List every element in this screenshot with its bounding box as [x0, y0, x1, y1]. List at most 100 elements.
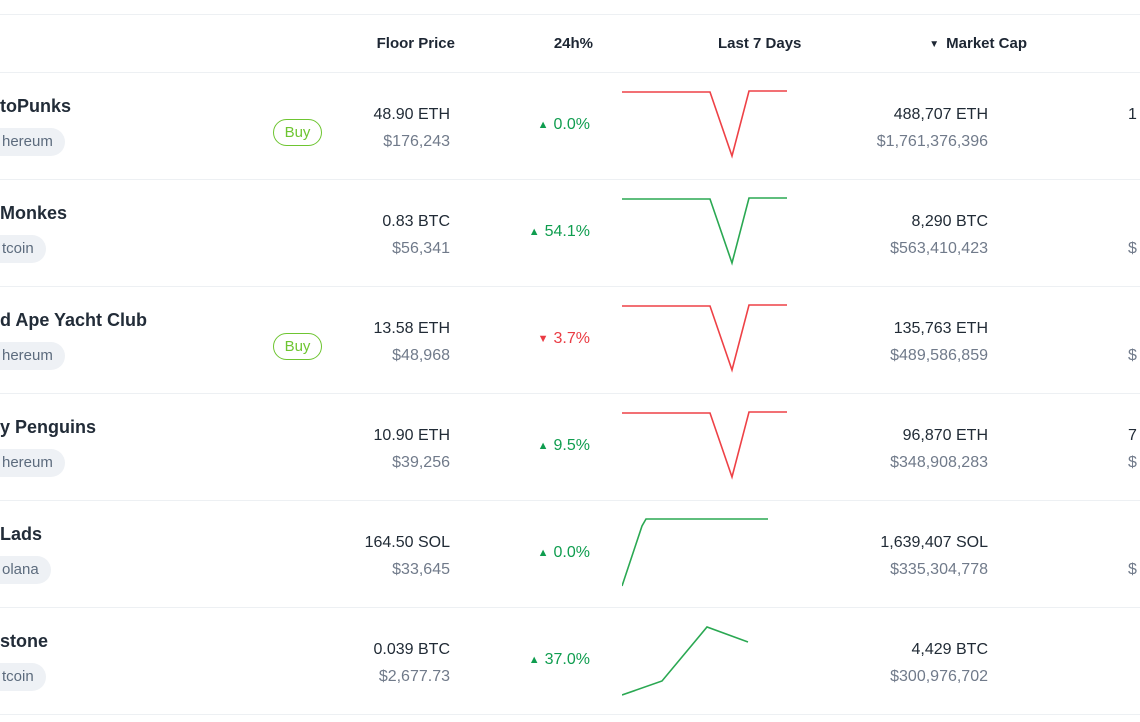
- market-cap-crypto: 4,429 BTC: [911, 641, 988, 658]
- header-market-cap[interactable]: ▼ Market Cap: [827, 15, 1027, 74]
- floor-price-usd: $33,645: [392, 561, 450, 578]
- floor-price-cell: 0.039 BTC $2,677.73: [290, 636, 450, 690]
- clipped-next-column: $: [1128, 529, 1140, 583]
- market-cap-usd: $348,908,283: [890, 454, 988, 471]
- floor-price-usd: $56,341: [392, 240, 450, 257]
- change-direction-icon: ▼: [537, 333, 549, 345]
- floor-price-usd: $2,677.73: [378, 668, 450, 685]
- table-header: Floor Price 24h% Last 7 Days ▼ Market Cap: [0, 14, 1140, 73]
- buy-button[interactable]: Buy: [273, 333, 322, 360]
- header-24h-change[interactable]: 24h%: [553, 35, 593, 52]
- sparkline-7d: [622, 302, 787, 378]
- floor-price-cell: 0.83 BTC $56,341: [290, 208, 450, 262]
- change-24h-value: 0.0%: [553, 116, 590, 133]
- market-cap-crypto: 96,870 ETH: [902, 427, 988, 444]
- change-24h-value: 3.7%: [553, 330, 590, 347]
- floor-price-cell: 13.58 ETH $48,968: [290, 315, 450, 369]
- market-cap-crypto: 488,707 ETH: [893, 106, 988, 123]
- clipped-value-usd: $: [1128, 347, 1137, 364]
- market-cap-usd: $489,586,859: [890, 347, 988, 364]
- market-cap-usd: $563,410,423: [890, 240, 988, 257]
- floor-price-usd: $39,256: [392, 454, 450, 471]
- clipped-next-column: $: [1128, 208, 1140, 262]
- header-last-7-days: Last 7 Days: [718, 35, 802, 52]
- sparkline-7d: [622, 88, 787, 164]
- floor-price-crypto: 0.039 BTC: [373, 641, 450, 658]
- clipped-value-usd: [1128, 663, 1140, 690]
- clipped-value-crypto: 7: [1128, 427, 1137, 444]
- market-cap-usd: $300,976,702: [890, 668, 988, 685]
- clipped-value-crypto: [1128, 208, 1140, 235]
- change-24h-cell: ▲ 0.0%: [440, 542, 590, 565]
- chain-badge: tcoin: [0, 663, 46, 691]
- clipped-next-column: [1128, 636, 1140, 690]
- clipped-next-column: $: [1128, 315, 1140, 369]
- clipped-value-usd: $: [1128, 240, 1137, 257]
- sparkline-7d: [622, 623, 787, 699]
- table-row[interactable]: toPunks hereum Buy 48.90 ETH $176,243 ▲ 0…: [0, 73, 1140, 180]
- chain-badge: hereum: [0, 128, 65, 156]
- collection-name[interactable]: d Ape Yacht Club: [0, 310, 148, 330]
- clipped-value-crypto: [1128, 315, 1140, 342]
- change-direction-icon: ▲: [537, 119, 549, 131]
- market-cap-usd: $1,761,376,396: [876, 133, 988, 150]
- sparkline-7d: [622, 195, 787, 271]
- table-row[interactable]: d Ape Yacht Club hereum Buy 13.58 ETH $4…: [0, 287, 1140, 394]
- collection-name[interactable]: toPunks: [0, 96, 72, 116]
- change-direction-icon: ▲: [537, 547, 549, 559]
- market-cap-cell: 1,639,407 SOL $335,304,778: [788, 529, 988, 583]
- floor-price-crypto: 10.90 ETH: [373, 427, 450, 444]
- floor-price-cell: 164.50 SOL $33,645: [290, 529, 450, 583]
- chain-badge: hereum: [0, 449, 65, 477]
- floor-price-cell: 48.90 ETH $176,243: [290, 101, 450, 155]
- floor-price-cell: 10.90 ETH $39,256: [290, 422, 450, 476]
- change-24h-cell: ▲ 9.5%: [440, 435, 590, 458]
- table-row[interactable]: y Penguins hereum Buy 10.90 ETH $39,256 …: [0, 394, 1140, 501]
- change-24h-cell: ▼ 3.7%: [440, 328, 590, 351]
- market-cap-crypto: 8,290 BTC: [911, 213, 988, 230]
- chain-badge: olana: [0, 556, 51, 584]
- floor-price-crypto: 164.50 SOL: [364, 534, 450, 551]
- floor-price-crypto: 0.83 BTC: [382, 213, 450, 230]
- change-direction-icon: ▲: [537, 440, 549, 452]
- clipped-value-crypto: [1128, 529, 1140, 556]
- chain-badge: hereum: [0, 342, 65, 370]
- collection-name[interactable]: stone: [0, 631, 49, 651]
- clipped-value-usd: $: [1128, 561, 1137, 578]
- chain-badge: tcoin: [0, 235, 46, 263]
- clipped-next-column: 7 $: [1128, 422, 1140, 476]
- change-24h-cell: ▲ 37.0%: [440, 649, 590, 672]
- floor-price-usd: $176,243: [383, 133, 450, 150]
- market-cap-crypto: 1,639,407 SOL: [880, 534, 988, 551]
- table-row[interactable]: Monkes tcoin Buy 0.83 BTC $56,341 ▲54.1%…: [0, 180, 1140, 287]
- collection-name[interactable]: Lads: [0, 524, 43, 544]
- change-24h-value: 9.5%: [553, 437, 590, 454]
- buy-button[interactable]: Buy: [273, 119, 322, 146]
- clipped-value-crypto: 1: [1128, 106, 1137, 123]
- change-24h-cell: ▲ 54.1%: [440, 221, 590, 244]
- clipped-value-crypto: [1128, 636, 1140, 663]
- collection-name[interactable]: Monkes: [0, 203, 68, 223]
- collection-name[interactable]: y Penguins: [0, 417, 97, 437]
- change-24h-value: 37.0%: [544, 651, 590, 668]
- table-row[interactable]: Lads olana Buy 164.50 SOL $33,645 ▲0.0% …: [0, 501, 1140, 608]
- clipped-next-column: 1: [1128, 101, 1140, 155]
- clipped-value-usd: $: [1128, 454, 1137, 471]
- header-floor-price[interactable]: Floor Price: [376, 35, 455, 52]
- market-cap-crypto: 135,763 ETH: [893, 320, 988, 337]
- header-market-cap-label: Market Cap: [946, 35, 1027, 52]
- market-cap-cell: 488,707 ETH $1,761,376,396: [788, 101, 988, 155]
- market-cap-cell: 135,763 ETH $489,586,859: [788, 315, 988, 369]
- market-cap-cell: 4,429 BTC $300,976,702: [788, 636, 988, 690]
- floor-price-usd: $48,968: [392, 347, 450, 364]
- table-row[interactable]: stone tcoin Buy 0.039 BTC $2,677.73 ▲37.…: [0, 608, 1140, 715]
- sort-desc-icon: ▼: [929, 39, 940, 50]
- clipped-value-usd: [1128, 128, 1140, 155]
- change-direction-icon: ▲: [528, 654, 540, 666]
- floor-price-crypto: 48.90 ETH: [373, 106, 450, 123]
- market-cap-cell: 96,870 ETH $348,908,283: [788, 422, 988, 476]
- market-cap-cell: 8,290 BTC $563,410,423: [788, 208, 988, 262]
- change-direction-icon: ▲: [528, 226, 540, 238]
- sparkline-7d: [622, 516, 787, 592]
- market-cap-usd: $335,304,778: [890, 561, 988, 578]
